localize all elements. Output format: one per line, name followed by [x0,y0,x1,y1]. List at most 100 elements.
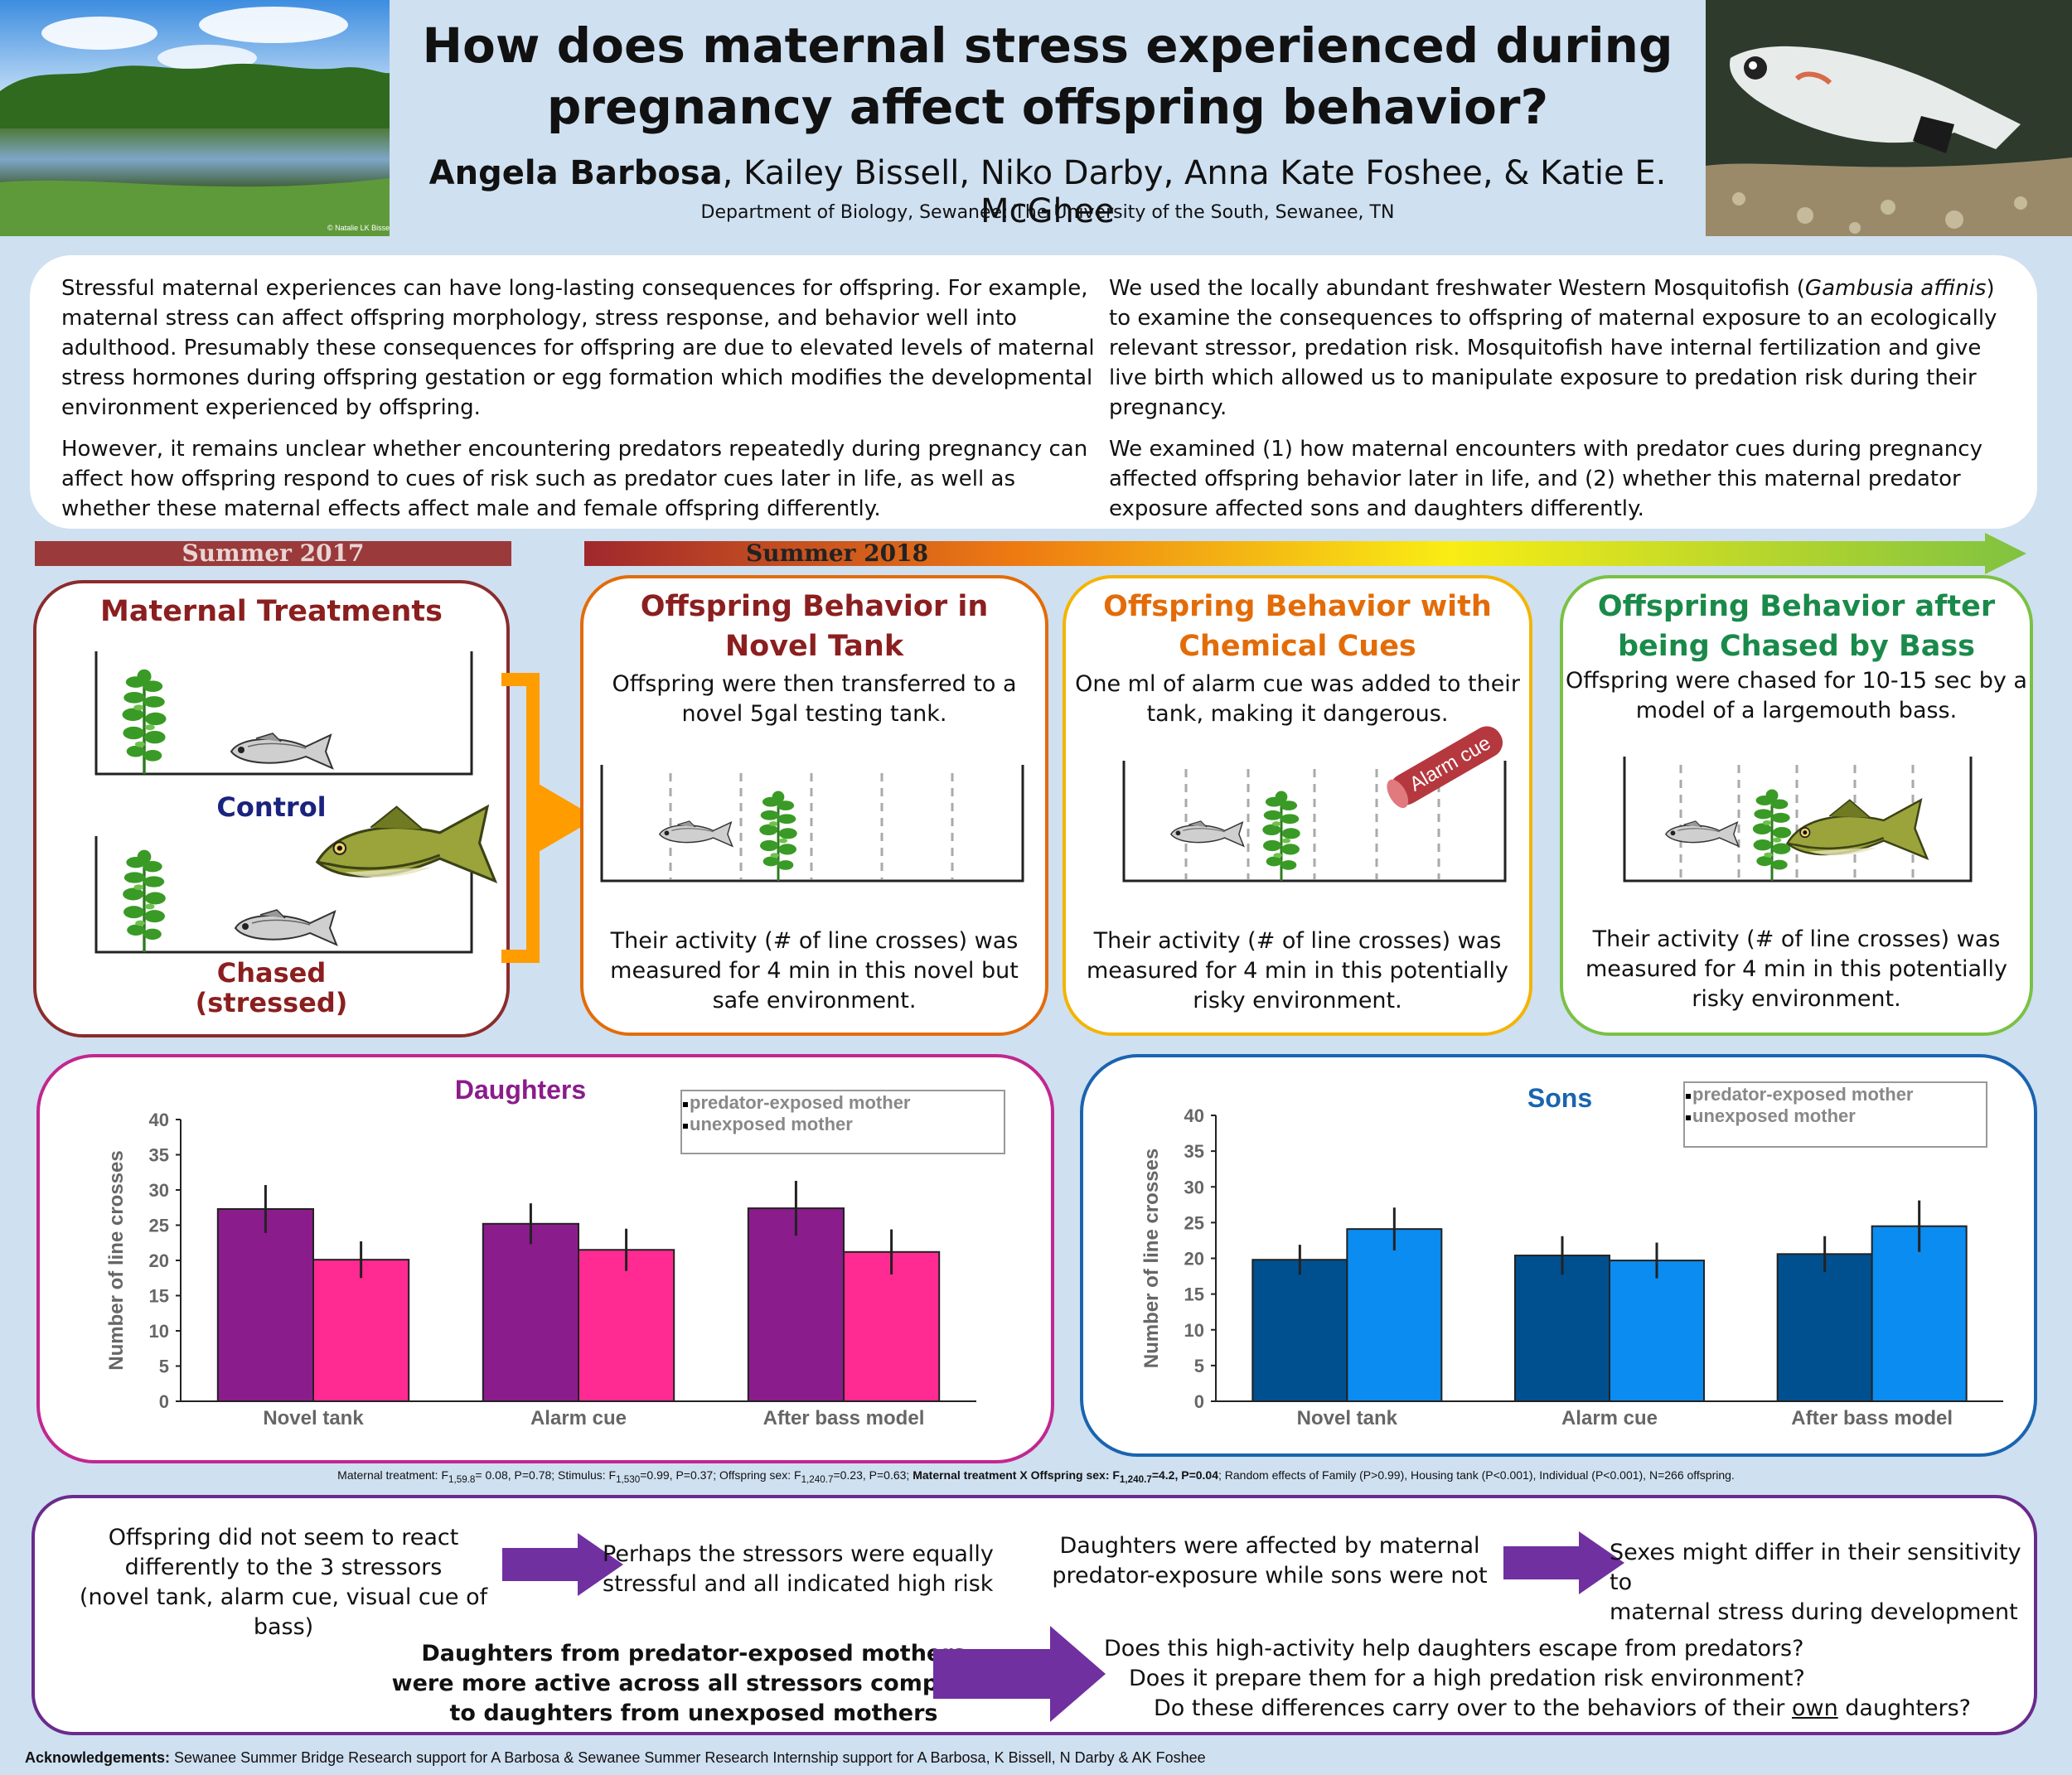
chemical-description: One ml of alarm cue was added to their ta… [1075,671,1520,727]
legend-swatch [683,1124,688,1129]
plant-icon [1261,790,1302,881]
alarm-cue-tube: Alarm cue [1387,726,1503,809]
acknowledgements: Acknowledgements: Sewanee Summer Bridge … [25,1749,1206,1766]
authors: Angela Barbosa, Kailey Bissell, Niko Dar… [390,154,1706,230]
title-line-2: pregnancy affect offspring behavior? [546,79,1549,135]
legend-entry: unexposed mother [1692,1105,1856,1126]
bar [312,1259,410,1402]
y-tick-label: 10 [1184,1320,1204,1341]
title-line-1: How does maternal stress experienced dur… [422,17,1673,74]
control-tank [94,651,473,776]
bar [1514,1255,1610,1402]
mosquitofish-icon [234,908,338,946]
novel-title: Offspring Behavior in Novel Tank [640,590,989,663]
bar [482,1222,579,1402]
plant-icon [758,790,799,881]
bar [747,1207,845,1402]
y-tick-label: 15 [149,1286,169,1307]
co-authors: , Kailey Bissell, Niko Darby, Anna Kate … [722,154,1667,230]
y-tick-label: 5 [159,1357,169,1377]
intro-right-p1: We used the locally abundant freshwater … [1109,276,1997,420]
bar [1251,1259,1348,1402]
bar [578,1249,675,1402]
bass-title: Offspring Behavior after being Chased by … [1597,590,1996,663]
bar [216,1207,314,1402]
x-tick-label: Novel tank [1297,1407,1398,1429]
mosquitofish-icon [1170,820,1245,847]
conclusion-4: Sexes might differ in their sensitivity … [1610,1540,2021,1625]
question-1: Does this high-activity help daughters e… [1104,1636,1804,1661]
bass-result: Their activity (# of line crosses) was me… [1585,926,2008,1012]
daughters-chart: Daughters 0 5 10 15 20 25 30 35 40 Number of line … [105,1075,1005,1429]
mosquitofish-icon [1665,820,1740,847]
panel-bass-chase: Offspring Behavior after being Chased by … [1560,575,2033,1036]
conclusion-1: Offspring did not seem to react different… [79,1525,488,1640]
sons-chart: Sons 0 5 10 15 20 25 30 35 40 Number of line cross… [1140,1081,2003,1429]
arrow-right-icon [933,1626,1106,1722]
largemouth-bass-icon [316,805,496,883]
chart-title: Daughters [455,1075,586,1105]
introduction-box: Stressful maternal experiences can have … [30,255,2037,529]
chemical-result: Their activity (# of line crosses) was me… [1086,928,1509,1013]
plant-icon [121,849,167,952]
plant-icon [120,668,168,774]
y-tick-label: 25 [1184,1212,1204,1233]
legend-entry: predator-exposed mother [690,1092,911,1113]
y-axis-label: Number of line crosses [1140,1149,1163,1368]
panel-novel-tank: Offspring Behavior in Novel Tank Offsprin… [580,575,1048,1036]
y-tick-label: 5 [1194,1356,1204,1376]
department: Department of Biology, Sewanee: The Univ… [700,202,1395,223]
bar [843,1250,941,1402]
intro-left-p2: However, it remains unclear whether enco… [61,437,1088,521]
x-tick-label: Novel tank [263,1407,364,1429]
panel-chemical-cues: Offspring Behavior with Chemical Cues One… [1063,575,1532,1036]
y-tick-label: 35 [149,1145,169,1166]
legend-entry: predator-exposed mother [1692,1084,1914,1105]
y-tick-label: 10 [149,1321,169,1342]
bracket-arrow [501,673,597,963]
sons-chart-panel: Sons 0 5 10 15 20 25 30 35 40 Number of line cross… [1080,1054,2037,1457]
y-tick-label: 30 [1184,1177,1204,1197]
chemical-testing-tank: Alarm cue [1122,726,1507,883]
y-tick-label: 30 [149,1180,169,1201]
y-tick-label: 25 [149,1216,169,1236]
arrow-right-icon [1503,1531,1624,1594]
intro-right-p2: We examined (1) how maternal encounters … [1109,437,1982,521]
panel-maternal-treatments: Maternal Treatments Control Chased (stre… [33,580,510,1037]
bar [1776,1253,1873,1402]
mosquitofish-icon [230,732,334,770]
y-tick-label: 20 [1184,1249,1204,1270]
legend-entry: unexposed mother [690,1114,853,1134]
y-tick-label: 40 [149,1110,169,1130]
chased-label: Chased (stressed) [195,957,348,1018]
legend-swatch [683,1102,688,1107]
control-label: Control [216,791,327,823]
conclusion-5: Daughters from predator-exposed mothers w… [391,1641,996,1726]
summer-2018-label: Summer 2018 [746,539,929,567]
question-2: Does it prepare them for a high predatio… [1129,1666,1805,1691]
lake-photo: © Natalie LK Bissell [0,0,390,236]
plant-icon [1750,788,1794,881]
y-tick-label: 35 [1184,1141,1204,1162]
chemical-title: Offspring Behavior with Chemical Cues [1103,590,1492,663]
summer-2017-bar: Summer 2017 [35,541,511,566]
y-axis-label: Number of line crosses [105,1150,128,1370]
chased-tank [94,805,496,954]
bass-description: Offspring were chased for 10-15 sec by a… [1566,668,2027,723]
future-questions: Does this high-activity help daughters e… [1104,1634,2016,1724]
bar [1346,1228,1443,1402]
intro-left-p1: Stressful maternal experiences can have … [61,276,1095,420]
question-3: Do these differences carry over to the b… [1154,1695,1972,1721]
conclusion-3: Daughters were affected by maternal preda… [1052,1533,1488,1589]
x-tick-label: Alarm cue [530,1407,627,1429]
y-tick-label: 40 [1184,1105,1204,1126]
bar [1871,1225,1968,1402]
photo-credit: © Natalie LK Bissell [327,224,390,232]
bar [1609,1260,1705,1402]
poster-title: How does maternal stress experienced dur… [390,15,1706,138]
bass-model-icon [1786,799,1929,859]
summer-2018-arrow [584,533,2026,574]
x-tick-label: After bass model [1791,1407,1953,1429]
